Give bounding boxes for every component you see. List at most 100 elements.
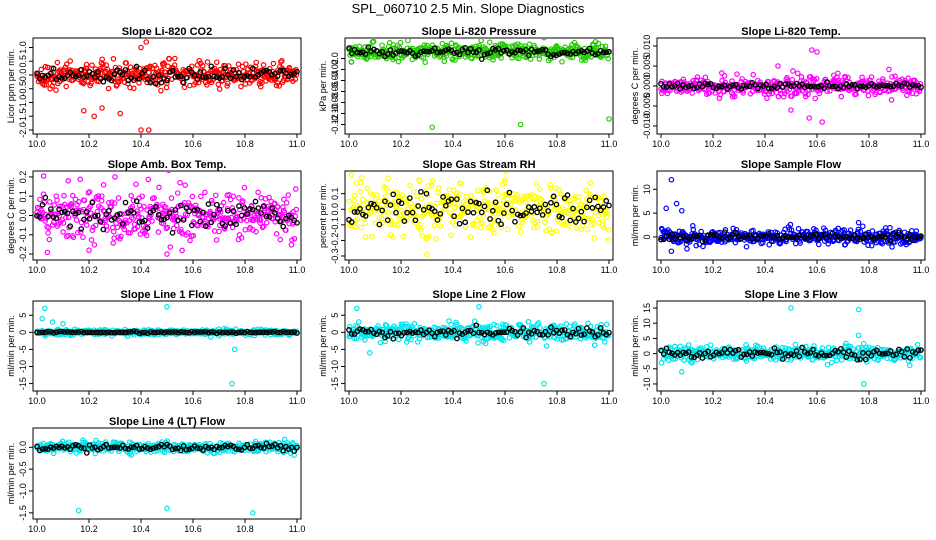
reference-point [578,332,585,338]
reference-point [440,194,446,200]
data-point [583,187,589,194]
reference-point [222,65,228,72]
data-point [418,195,425,202]
reference-point [216,75,223,81]
reference-point [177,202,184,209]
reference-point [260,203,267,209]
data-point [859,223,866,230]
data-point [448,232,454,239]
reference-point [285,329,292,335]
reference-point [904,81,911,87]
reference-point [208,63,215,70]
y-axis-label: Licor ppm per min. [6,49,16,124]
reference-point [144,225,151,231]
y-tick-label: -10 [18,360,28,373]
reference-point [857,236,864,242]
outlier-point [164,303,170,310]
reference-point [97,329,104,336]
data-point [422,59,428,66]
x-tick-label: 10.4 [444,396,462,406]
reference-point [688,236,695,242]
reference-point [205,329,212,336]
reference-point [241,205,248,211]
reference-point [365,44,372,50]
data-point [567,54,573,60]
reference-point [589,205,596,211]
data-point [63,61,70,67]
data-point [757,79,763,85]
data-point [127,64,134,71]
reference-point [724,350,731,356]
data-point [143,232,150,239]
data-point [887,224,893,231]
reference-point [103,211,110,218]
reference-point [873,84,880,90]
reference-point [456,330,463,336]
data-point [531,324,537,330]
x-tick-label: 10.8 [236,396,254,406]
reference-point [42,329,49,336]
reference-point [34,329,40,336]
reference-point [462,219,469,226]
data-point [51,202,57,208]
reference-point [130,77,137,84]
data-point [283,199,290,206]
reference-point [200,329,206,335]
data-point [408,336,414,343]
reference-point [376,221,383,228]
reference-point [829,230,836,237]
reference-point [564,192,571,199]
y-tick-label: 0.0 [330,203,340,216]
data-point [790,68,796,74]
reference-point [227,329,234,335]
data-point [125,80,131,87]
data-point [598,321,604,328]
reference-point [81,329,87,336]
data-point [99,193,105,199]
reference-point [142,217,148,224]
data-point [368,209,374,216]
reference-point [694,84,700,91]
reference-point [721,346,728,352]
reference-point [476,329,482,336]
reference-point [294,68,300,75]
reference-point [348,50,355,57]
data-point [503,172,509,174]
data-point [381,212,387,218]
reference-point [575,215,582,222]
data-point [889,74,895,80]
data-point [104,227,110,233]
data-point [573,225,580,231]
reference-point [727,83,734,90]
data-point [603,214,610,220]
y-tick-label: 0.0 [18,69,28,82]
reference-point [901,354,908,360]
data-point [498,55,504,61]
data-point [892,73,898,80]
reference-point [746,349,753,355]
reference-point [191,72,198,79]
reference-point [837,235,844,242]
reference-point [244,328,251,335]
reference-point [514,47,521,54]
reference-point [743,233,750,239]
reference-point [409,209,416,216]
outlier-point [41,305,48,312]
data-point [189,193,196,200]
data-point [425,233,432,240]
data-points [658,176,924,255]
y-tick-label: -15 [330,377,340,390]
data-point [405,39,411,44]
data-point [526,339,533,345]
reference-point [445,46,452,53]
reference-point [133,198,140,205]
data-point [563,321,570,327]
data-point [536,186,543,193]
reference-point [64,210,71,216]
outlier-point [855,219,862,226]
reference-point [658,236,664,243]
data-point [899,76,905,83]
data-point [888,97,895,103]
reference-point [559,327,565,334]
